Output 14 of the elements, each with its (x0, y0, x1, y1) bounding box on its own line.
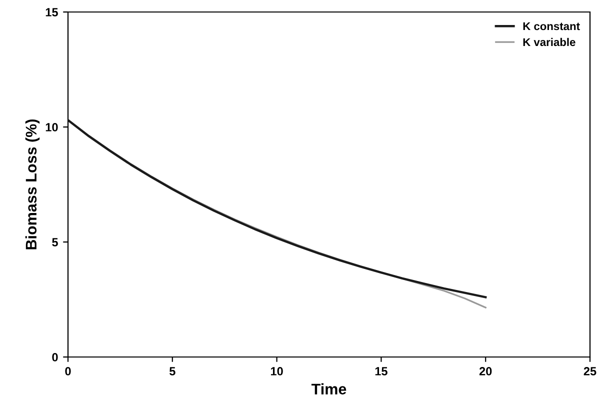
x-tick-label: 10 (270, 367, 283, 376)
y-tick-label: 5 (52, 238, 58, 246)
legend-label: K constant (523, 22, 580, 30)
y-tick-label: 0 (52, 353, 58, 362)
x-tick-label: 0 (65, 367, 71, 376)
x-tick-label: 5 (169, 367, 176, 376)
x-tick-label: 15 (375, 367, 388, 376)
x-axis-title: Time (311, 383, 346, 395)
y-tick-label: 15 (46, 8, 58, 16)
x-tick-label: 20 (479, 367, 492, 376)
x-tick-label: 25 (584, 367, 596, 376)
y-axis-title: Biomass Loss (%) (25, 119, 40, 250)
y-tick-label: 10 (46, 123, 58, 132)
legend-label: K variable (523, 38, 576, 46)
